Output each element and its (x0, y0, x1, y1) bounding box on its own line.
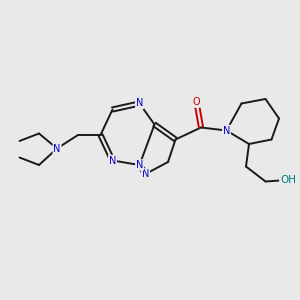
Text: O: O (193, 97, 200, 107)
Text: N: N (136, 160, 143, 170)
Text: N: N (53, 143, 61, 154)
Text: N: N (109, 155, 116, 166)
Text: N: N (223, 125, 230, 136)
Text: OH: OH (280, 175, 296, 185)
Text: N: N (142, 169, 149, 179)
Text: N: N (136, 98, 143, 109)
